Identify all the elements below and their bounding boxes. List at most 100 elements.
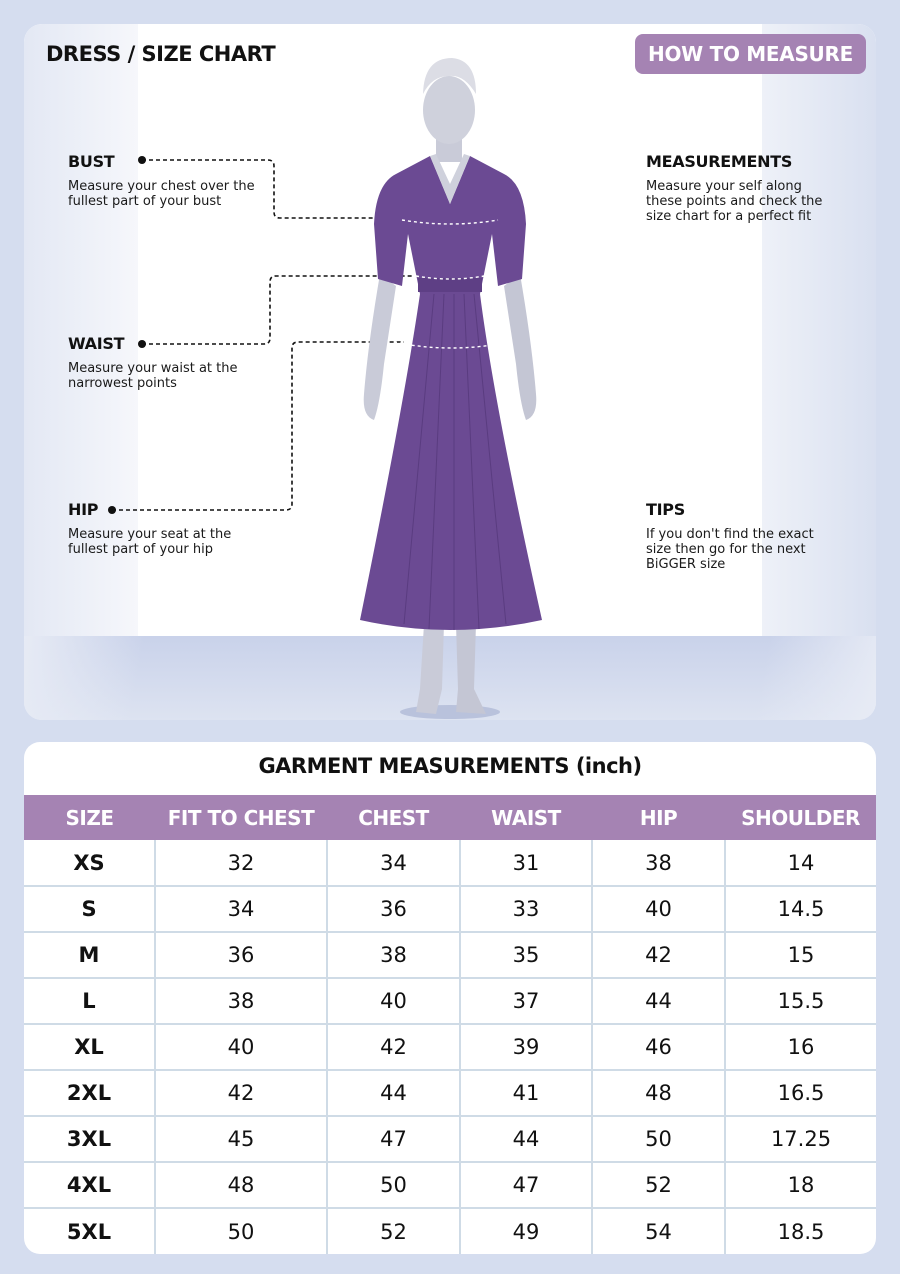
dress-pleats: [403, 293, 507, 630]
bust-guide: BUST Measure your chest over the fullest…: [68, 152, 258, 209]
column-header: HIP: [592, 795, 725, 840]
table-row: 3XL 45 47 44 50 17.25: [24, 1116, 876, 1163]
size-cell: XL: [24, 1024, 156, 1071]
measurement-cell: 40: [591, 886, 726, 933]
measurement-cell: 32: [154, 840, 328, 887]
measurement-cell: 41: [459, 1070, 593, 1117]
column-header: WAIST: [460, 795, 592, 840]
how-to-measure-panel: DRESS / SIZE CHART HOW TO MEASURE BUST M…: [24, 24, 876, 720]
measurement-cell: 18: [724, 1162, 876, 1209]
measurement-cell: 52: [326, 1208, 461, 1254]
size-cell: L: [24, 978, 156, 1025]
table-row: S 34 36 33 40 14.5: [24, 886, 876, 933]
column-header: FIT TO CHEST: [155, 795, 327, 840]
tips-text: If you don't find the exact size then go…: [646, 527, 814, 572]
size-cell: M: [24, 932, 156, 979]
room-wall-right: [762, 24, 876, 644]
hip-label: HIP: [68, 500, 99, 519]
measurements-note: MEASUREMENTS Measure your self along the…: [646, 152, 836, 224]
table-header-row: SIZE FIT TO CHEST CHEST WAIST HIP SHOULDER: [24, 795, 876, 840]
mannequin-illustration: [108, 58, 542, 719]
measurement-cell: 38: [326, 932, 461, 979]
measure-lines: [393, 219, 511, 349]
size-cell: S: [24, 886, 156, 933]
table-row: L 38 40 37 44 15.5: [24, 978, 876, 1025]
measurement-cell: 40: [326, 978, 461, 1025]
how-to-measure-badge: HOW TO MEASURE: [635, 34, 866, 74]
measurement-cell: 16.5: [724, 1070, 876, 1117]
bust-marker: [138, 156, 146, 164]
size-cell: 3XL: [24, 1116, 156, 1163]
table-row: 2XL 42 44 41 48 16.5: [24, 1070, 876, 1117]
size-table-panel: GARMENT MEASUREMENTS (inch) SIZE FIT TO C…: [24, 742, 876, 1254]
table-row: M 36 38 35 42 15: [24, 932, 876, 979]
waist-marker: [138, 340, 146, 348]
measurement-cell: 44: [591, 978, 726, 1025]
size-table: SIZE FIT TO CHEST CHEST WAIST HIP SHOULDER XS…: [24, 795, 876, 1254]
measurement-cell: 31: [459, 840, 593, 887]
measurement-cell: 38: [591, 840, 726, 887]
measurement-cell: 18.5: [724, 1208, 876, 1254]
measurement-cell: 47: [326, 1116, 461, 1163]
size-cell: 2XL: [24, 1070, 156, 1117]
measurement-cell: 15.5: [724, 978, 876, 1025]
hip-marker: [108, 506, 116, 514]
waist-guide: WAIST Measure your waist at the narrowes…: [68, 334, 258, 391]
measurement-cell: 34: [154, 886, 328, 933]
measurement-cell: 49: [459, 1208, 593, 1254]
tips-note: TIPS If you don't find the exact size th…: [646, 500, 836, 572]
measurement-cell: 52: [591, 1162, 726, 1209]
table-row: 5XL 50 52 49 54 18.5: [24, 1208, 876, 1254]
room-floor: [24, 636, 876, 720]
measurement-cell: 34: [326, 840, 461, 887]
measurement-cell: 42: [591, 932, 726, 979]
column-header: SIZE: [24, 795, 155, 840]
measurement-cell: 48: [154, 1162, 328, 1209]
column-header: SHOULDER: [725, 795, 876, 840]
waist-label: WAIST: [68, 334, 125, 353]
measurement-cell: 14.5: [724, 886, 876, 933]
measurement-cell: 38: [154, 978, 328, 1025]
measurement-cell: 14: [724, 840, 876, 887]
measurement-cell: 50: [591, 1116, 726, 1163]
page-title: DRESS / SIZE CHART: [46, 42, 276, 66]
measurement-cell: 50: [326, 1162, 461, 1209]
measurement-cell: 47: [459, 1162, 593, 1209]
measurement-cell: 44: [459, 1116, 593, 1163]
table-title: GARMENT MEASUREMENTS (inch): [258, 754, 642, 778]
measurement-cell: 54: [591, 1208, 726, 1254]
room-wall-left: [24, 24, 138, 644]
hip-guide: HIP Measure your seat at the fullest par…: [68, 500, 258, 557]
measurement-cell: 40: [154, 1024, 328, 1071]
measurements-label: MEASUREMENTS: [646, 152, 793, 171]
measurement-cell: 35: [459, 932, 593, 979]
measurement-cell: 48: [591, 1070, 726, 1117]
measurements-text: Measure your self along these points and…: [646, 179, 823, 224]
measurement-cell: 36: [154, 932, 328, 979]
waist-text: Measure your waist at the narrowest poin…: [68, 361, 238, 391]
measurement-cell: 33: [459, 886, 593, 933]
measurement-cell: 15: [724, 932, 876, 979]
table-row: XL 40 42 39 46 16: [24, 1024, 876, 1071]
column-header: CHEST: [327, 795, 460, 840]
size-cell: 5XL: [24, 1208, 156, 1254]
measurement-cell: 42: [154, 1070, 328, 1117]
tips-label: TIPS: [646, 500, 685, 519]
measurement-cell: 46: [591, 1024, 726, 1071]
bust-label: BUST: [68, 152, 115, 171]
measurement-cell: 16: [724, 1024, 876, 1071]
measurement-cell: 45: [154, 1116, 328, 1163]
size-cell: 4XL: [24, 1162, 156, 1209]
table-row: 4XL 48 50 47 52 18: [24, 1162, 876, 1209]
measurement-cell: 36: [326, 886, 461, 933]
measurement-cell: 50: [154, 1208, 328, 1254]
hip-text: Measure your seat at the fullest part of…: [68, 527, 232, 557]
measurement-cell: 44: [326, 1070, 461, 1117]
size-cell: XS: [24, 840, 156, 887]
bust-text: Measure your chest over the fullest part…: [68, 179, 255, 209]
measurement-cell: 37: [459, 978, 593, 1025]
measurement-cell: 42: [326, 1024, 461, 1071]
leader-lines: [112, 159, 414, 511]
table-row: XS 32 34 31 38 14: [24, 840, 876, 887]
measurement-cell: 39: [459, 1024, 593, 1071]
